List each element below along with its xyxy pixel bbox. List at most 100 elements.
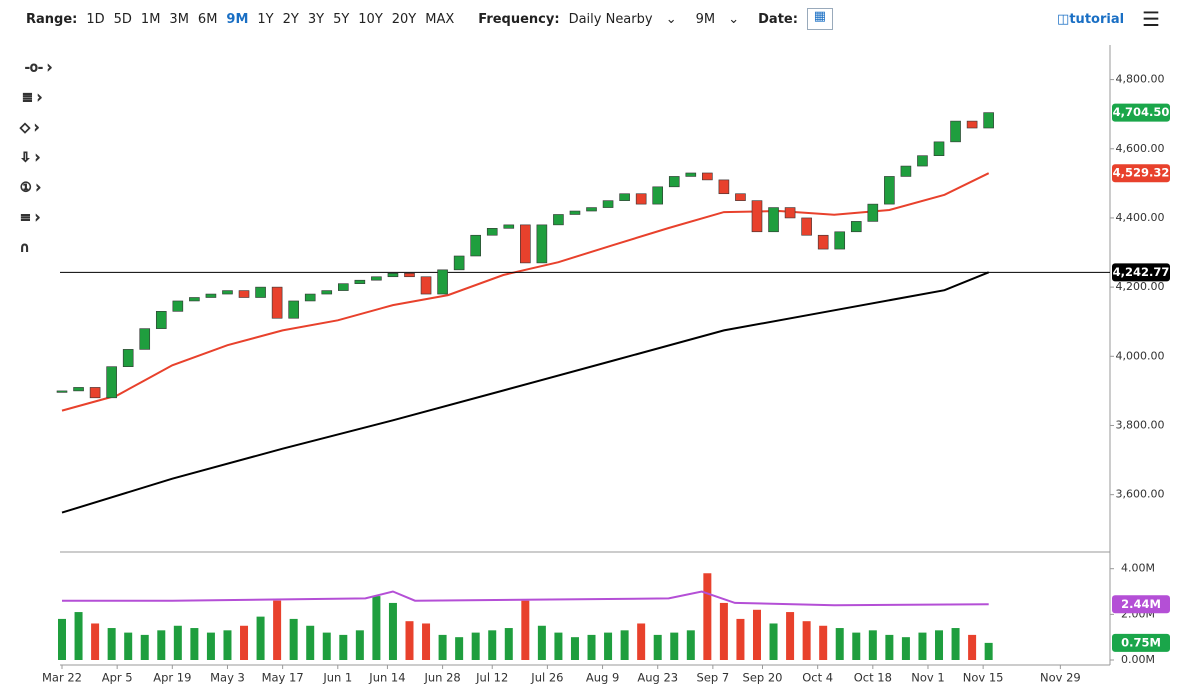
price-tag: 0.75M (1112, 633, 1170, 652)
candle (619, 193, 630, 201)
candle (56, 390, 68, 393)
range-button[interactable]: MAX (425, 11, 455, 27)
tool-count[interactable]: ① › (20, 180, 42, 196)
candle (338, 283, 349, 291)
range-button[interactable]: 5D (113, 11, 132, 27)
range-button[interactable]: 9M (226, 11, 249, 27)
tools: -o- › ≣ › ◇ › ⇩ › ① › ≡ › ∩ (20, 60, 53, 256)
x-tick-label: Jun 1 (322, 671, 352, 685)
moving-average (61, 271, 990, 514)
volume-bar (786, 612, 795, 660)
price-tag-box (1112, 595, 1170, 614)
candle (122, 349, 134, 367)
volume-bar (289, 618, 298, 660)
y-tick-label: 3,800.00 (1116, 418, 1165, 431)
candle (553, 214, 564, 226)
menu-button[interactable]: ☰ (1142, 7, 1160, 31)
date-picker[interactable]: ▦ (806, 8, 833, 30)
candle (420, 276, 432, 295)
price-tag: 4,242.77 (1112, 263, 1170, 282)
y-tick-label: 4,200.00 (1116, 280, 1165, 293)
candle (453, 255, 465, 271)
range-button[interactable]: 2Y (282, 11, 299, 27)
price-tag-label: 0.75M (1121, 635, 1161, 649)
tool-lines[interactable]: ≣ › (22, 90, 43, 106)
volume-average (62, 590, 989, 607)
candle (89, 387, 101, 399)
x-tick-label: Nov 1 (911, 671, 944, 685)
candle (205, 293, 217, 298)
period-select[interactable]: 9M ⌄ (695, 11, 740, 27)
price-tag-label: 4,529.32 (1113, 166, 1170, 180)
range-button[interactable]: 3M (169, 11, 189, 27)
range-button[interactable]: 3Y (307, 11, 325, 27)
volume-bar (339, 634, 348, 660)
price-tag-box (1112, 103, 1170, 122)
candle (139, 328, 151, 350)
volume-bar (570, 637, 579, 660)
moving-average (61, 172, 990, 412)
frequency-select[interactable]: Daily Nearby ⌄ (568, 11, 677, 27)
volume-bar (670, 632, 679, 660)
candle (371, 276, 382, 281)
tutorial-link[interactable]: ◫tutorial (1057, 11, 1125, 27)
y-tick-label: 4,600.00 (1116, 142, 1165, 155)
candle (155, 311, 167, 329)
volume-bar (124, 632, 133, 660)
x-tick-label: Jul 12 (475, 671, 508, 685)
volume-bar (620, 630, 629, 660)
range-button[interactable]: 6M (197, 11, 218, 27)
volume-bar (372, 596, 381, 660)
candle (784, 207, 796, 219)
frequency-value[interactable]: Daily Nearby (568, 11, 653, 27)
volume-bar (91, 623, 100, 660)
volume-bar (422, 623, 431, 660)
range-button[interactable]: 10Y (358, 11, 383, 27)
y-tick-label: 4,800.00 (1116, 73, 1165, 86)
tool-magnet[interactable]: ∩ (20, 240, 31, 256)
volume-bar (769, 623, 778, 660)
volume-bar (107, 628, 116, 660)
candle (271, 286, 283, 319)
volume-bar (521, 600, 530, 660)
range-button[interactable]: 1Y (257, 11, 274, 27)
range-button[interactable]: 5Y (333, 11, 350, 27)
range-button[interactable]: 1M (140, 11, 161, 27)
price-tag: 4,704.50 (1112, 103, 1170, 122)
period-value[interactable]: 9M (695, 11, 716, 27)
candle (602, 200, 614, 208)
volume-bar (438, 634, 447, 660)
volume-bar (703, 573, 712, 660)
tutorial-text[interactable]: tutorial (1069, 11, 1125, 27)
candle (536, 224, 548, 264)
volume-bar (256, 616, 265, 660)
range-button[interactable]: 1D (86, 11, 105, 27)
volume-bar (935, 630, 944, 660)
range-button[interactable]: 20Y (391, 11, 417, 27)
volume-bar (835, 628, 844, 660)
volume-bar (852, 632, 861, 660)
volume-bar (868, 630, 877, 660)
tool-crosshair[interactable]: -o- › (25, 60, 53, 76)
candle (387, 272, 399, 278)
candle (950, 120, 961, 143)
x-tick-label: Apr 5 (102, 671, 133, 685)
tool-fib[interactable]: ≡ › (20, 210, 41, 226)
candle (503, 224, 515, 229)
price-tag-label: 4,704.50 (1113, 105, 1170, 119)
volume-bar (455, 637, 464, 660)
tool-arrow[interactable]: ⇩ › (20, 150, 41, 166)
x-tick-label: Mar 22 (42, 671, 82, 685)
tool-shapes[interactable]: ◇ › (20, 120, 40, 136)
volume-bar (355, 630, 364, 660)
volume-bar (471, 632, 480, 660)
price-tag-box (1112, 164, 1170, 183)
x-tick-label: Apr 19 (153, 671, 191, 685)
candle (933, 141, 945, 156)
volume-bar (587, 634, 596, 660)
candle (983, 112, 994, 129)
candle (900, 165, 912, 177)
candle (817, 234, 829, 250)
candle (106, 366, 117, 399)
x-tick-label: Jun 14 (368, 671, 405, 685)
